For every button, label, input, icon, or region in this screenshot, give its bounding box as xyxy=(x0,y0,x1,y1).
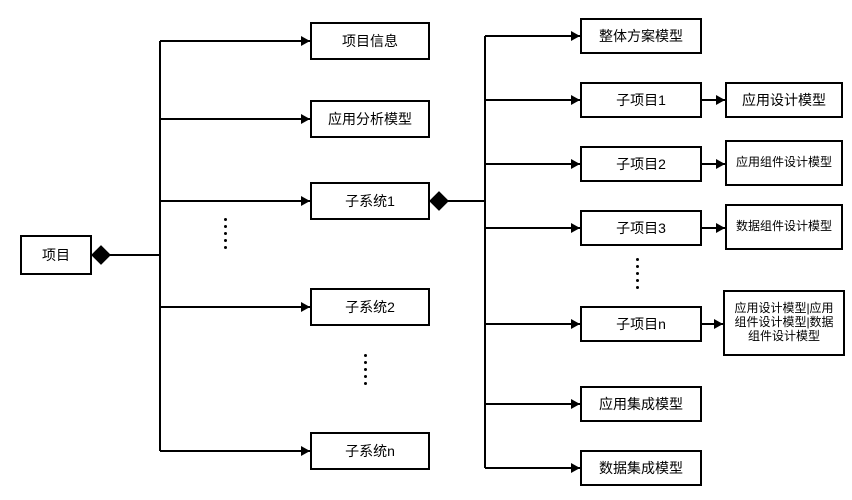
node-data_int_model: 数据集成模型 xyxy=(580,450,702,486)
connector xyxy=(485,403,580,405)
node-subsystem_n: 子系统n xyxy=(310,432,430,470)
connector xyxy=(160,450,310,452)
connector xyxy=(446,200,485,202)
connector xyxy=(485,99,580,101)
arrowhead-right xyxy=(571,159,580,169)
ellipsis-vertical xyxy=(636,258,639,289)
node-root: 项目 xyxy=(20,235,92,275)
connector xyxy=(160,200,310,202)
arrowhead-right xyxy=(571,319,580,329)
composition-diamond xyxy=(91,245,111,265)
connector xyxy=(485,35,580,37)
arrowhead-right xyxy=(716,159,725,169)
node-data_comp_design_model: 数据组件设计模型 xyxy=(725,204,843,250)
connector xyxy=(108,254,160,256)
node-subproj_n: 子项目n xyxy=(580,306,702,342)
diagram-stage: 项目 项目信息应用分析模型子系统1 子系统2 子系统n 整体方案模型子项目1 子项目2 子项… xyxy=(0,0,852,500)
node-project_info: 项目信息 xyxy=(310,22,430,60)
node-subproj_2: 子项目2 xyxy=(580,146,702,182)
arrowhead-right xyxy=(301,114,310,124)
node-subsystem_2: 子系统2 xyxy=(310,288,430,326)
node-app_design_model: 应用设计模型 xyxy=(725,82,843,118)
arrowhead-right xyxy=(571,31,580,41)
composition-diamond xyxy=(429,191,449,211)
arrowhead-right xyxy=(571,95,580,105)
ellipsis-vertical xyxy=(364,354,367,385)
arrowhead-right xyxy=(571,223,580,233)
connector xyxy=(160,40,310,42)
arrowhead-right xyxy=(716,223,725,233)
arrowhead-right xyxy=(571,399,580,409)
node-app_comp_design_model: 应用组件设计模型 xyxy=(725,140,843,186)
arrowhead-right xyxy=(301,36,310,46)
connector xyxy=(160,306,310,308)
ellipsis-vertical xyxy=(224,218,227,249)
node-subproj_3: 子项目3 xyxy=(580,210,702,246)
arrowhead-right xyxy=(301,302,310,312)
connector xyxy=(160,118,310,120)
node-app_analysis: 应用分析模型 xyxy=(310,100,430,138)
connector xyxy=(159,41,161,451)
arrowhead-right xyxy=(571,463,580,473)
arrowhead-right xyxy=(301,196,310,206)
connector xyxy=(485,163,580,165)
node-combined_model: 应用设计模型|应用组件设计模型|数据组件设计模型 xyxy=(723,290,845,356)
node-subproj_1: 子项目1 xyxy=(580,82,702,118)
connector xyxy=(485,323,580,325)
node-app_int_model: 应用集成模型 xyxy=(580,386,702,422)
node-overall_model: 整体方案模型 xyxy=(580,18,702,54)
connector xyxy=(485,467,580,469)
node-subsystem_1: 子系统1 xyxy=(310,182,430,220)
arrowhead-right xyxy=(714,319,723,329)
arrowhead-right xyxy=(716,95,725,105)
connector xyxy=(485,227,580,229)
arrowhead-right xyxy=(301,446,310,456)
